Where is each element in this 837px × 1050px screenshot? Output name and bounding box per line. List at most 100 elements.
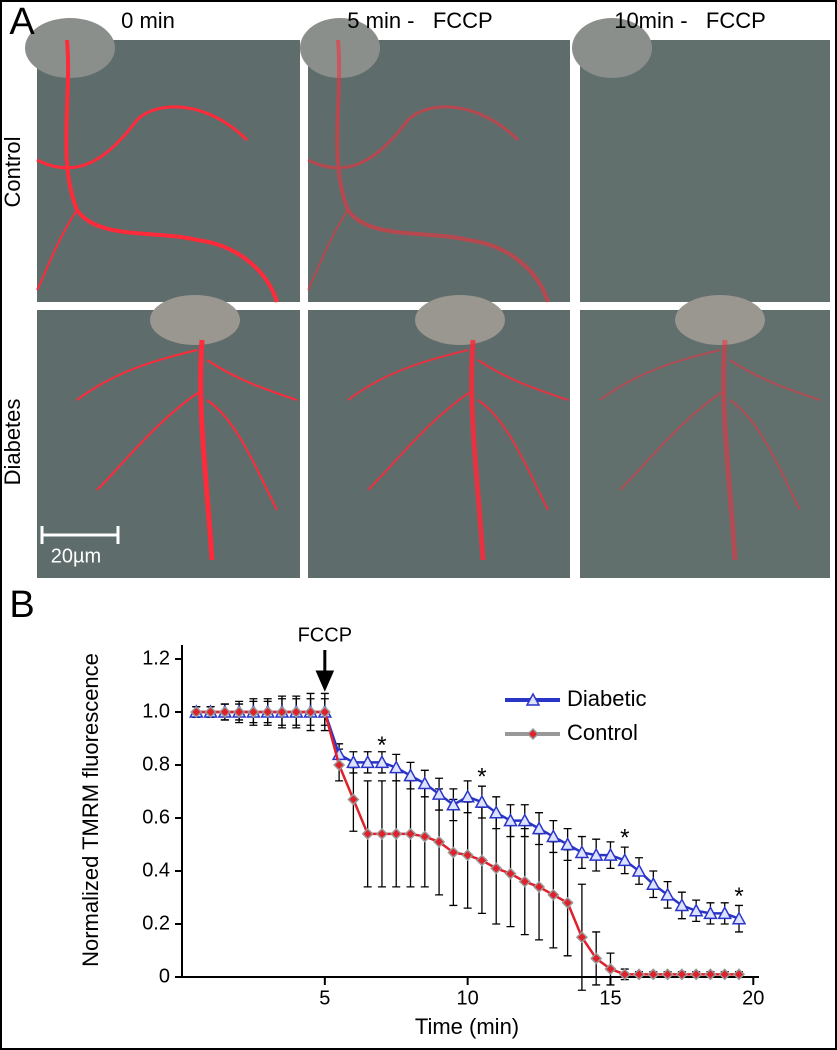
y-tick-label: 0.6 bbox=[142, 806, 170, 828]
marker bbox=[632, 968, 646, 981]
marker bbox=[461, 849, 474, 862]
cell-body bbox=[150, 295, 240, 345]
x-tick-label: 15 bbox=[599, 987, 621, 1009]
marker bbox=[346, 754, 361, 769]
y-axis-label: Normalized TMRM fluorescence bbox=[78, 653, 103, 967]
marker bbox=[304, 705, 317, 719]
marker bbox=[647, 968, 660, 981]
marker bbox=[218, 705, 231, 719]
marker bbox=[474, 794, 490, 808]
marker bbox=[674, 897, 690, 912]
marker bbox=[417, 775, 433, 790]
marker bbox=[503, 813, 518, 827]
marker bbox=[333, 758, 346, 772]
marker bbox=[318, 705, 331, 719]
marker bbox=[690, 968, 703, 981]
marker bbox=[518, 875, 531, 888]
marker bbox=[374, 754, 390, 769]
column-label: 10min - FCCP bbox=[614, 8, 766, 33]
marker bbox=[561, 896, 574, 909]
significance: * bbox=[734, 883, 743, 910]
micrographs bbox=[25, 18, 830, 578]
y-tick-label: 1.2 bbox=[142, 647, 170, 669]
cell-body bbox=[572, 18, 652, 78]
y-tick-label: 1.0 bbox=[142, 700, 170, 722]
cell-body bbox=[675, 295, 765, 345]
marker bbox=[704, 968, 717, 981]
marker bbox=[204, 705, 217, 719]
marker bbox=[475, 854, 488, 867]
marker bbox=[603, 847, 618, 861]
row-label: Control bbox=[0, 137, 25, 208]
x-tick-label: 5 bbox=[319, 987, 330, 1009]
marker bbox=[617, 852, 633, 867]
marker bbox=[233, 705, 246, 719]
marker bbox=[447, 846, 460, 859]
marker bbox=[631, 863, 647, 877]
image bbox=[580, 310, 830, 578]
marker bbox=[404, 827, 417, 840]
marker bbox=[275, 705, 289, 719]
marker bbox=[546, 828, 561, 843]
significance: * bbox=[377, 732, 386, 759]
legend-marker bbox=[526, 727, 540, 741]
marker bbox=[717, 905, 732, 920]
marker bbox=[388, 760, 404, 774]
marker bbox=[531, 821, 547, 835]
marker bbox=[517, 813, 533, 827]
marker bbox=[574, 844, 590, 859]
marker bbox=[675, 968, 688, 981]
y-tick-label: 0.8 bbox=[142, 753, 170, 775]
marker bbox=[731, 911, 747, 925]
marker bbox=[433, 835, 446, 848]
cell-body bbox=[415, 295, 505, 345]
column-label: 5 min - FCCP bbox=[347, 8, 492, 33]
marker bbox=[261, 705, 274, 719]
legend-label: Control bbox=[567, 720, 638, 745]
x-tick-label: 20 bbox=[742, 987, 764, 1009]
image bbox=[37, 40, 300, 302]
y-tick-label: 0 bbox=[159, 965, 170, 987]
marker bbox=[688, 903, 704, 917]
marker bbox=[418, 830, 431, 843]
marker bbox=[588, 847, 604, 861]
x-tick-label: 10 bbox=[457, 987, 479, 1009]
marker bbox=[446, 797, 461, 811]
marker bbox=[646, 876, 661, 890]
marker bbox=[718, 968, 731, 981]
y-tick-label: 0.4 bbox=[142, 859, 170, 881]
marker bbox=[661, 968, 674, 981]
marker bbox=[375, 827, 389, 840]
panel-label: B bbox=[9, 584, 34, 626]
legend-label: Diabetic bbox=[567, 686, 646, 711]
marker bbox=[560, 836, 575, 851]
marker bbox=[190, 705, 203, 719]
significance: * bbox=[620, 825, 629, 852]
marker bbox=[290, 705, 303, 719]
significance: * bbox=[477, 764, 486, 791]
cell-body bbox=[25, 18, 115, 78]
marker bbox=[360, 754, 375, 769]
marker bbox=[460, 789, 475, 803]
marker bbox=[488, 805, 504, 819]
row-label: Diabetes bbox=[0, 399, 25, 486]
image bbox=[308, 40, 570, 302]
marker bbox=[247, 705, 260, 719]
marker bbox=[504, 867, 517, 880]
marker bbox=[547, 888, 560, 901]
marker bbox=[575, 931, 588, 944]
marker bbox=[361, 827, 374, 840]
image bbox=[308, 310, 570, 578]
marker bbox=[618, 968, 631, 981]
marker bbox=[604, 962, 617, 976]
arrow bbox=[315, 650, 335, 692]
scale-bar-label: 20µm bbox=[51, 545, 101, 567]
marker bbox=[532, 880, 546, 893]
x-axis-label: Time (min) bbox=[415, 1014, 519, 1039]
marker bbox=[390, 827, 403, 840]
marker bbox=[490, 862, 503, 875]
legend-marker bbox=[525, 692, 541, 706]
marker bbox=[732, 968, 746, 981]
